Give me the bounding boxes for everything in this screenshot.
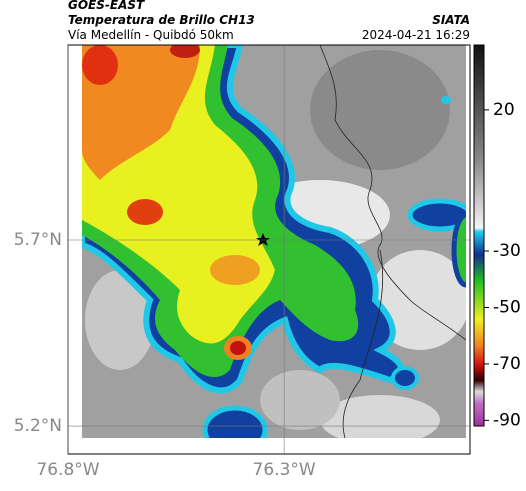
satellite-image <box>82 45 466 438</box>
location: Vía Medellín - Quibdó 50km <box>68 28 234 42</box>
title: GOES-EAST <box>68 0 145 12</box>
subtitle: Temperatura de Brillo CH13 <box>68 13 255 27</box>
y-tick-label: 5.2°N <box>14 416 62 436</box>
colorbar-tick-label: 20 <box>493 100 515 120</box>
x-tick-label: 76.3°W <box>253 460 316 480</box>
x-tick-label: 76.8°W <box>36 460 99 480</box>
datetime: 2024-04-21 16:29 <box>362 28 470 42</box>
colorbar <box>473 44 485 427</box>
colorbar-tick-label: -50 <box>493 297 521 317</box>
colorbar-tick-label: -70 <box>493 354 521 374</box>
source: SIATA <box>432 13 470 27</box>
colorbar-tick-label: -90 <box>493 410 521 430</box>
colorbar-tick-label: -30 <box>493 241 521 261</box>
y-tick-label: 5.7°N <box>14 230 62 250</box>
